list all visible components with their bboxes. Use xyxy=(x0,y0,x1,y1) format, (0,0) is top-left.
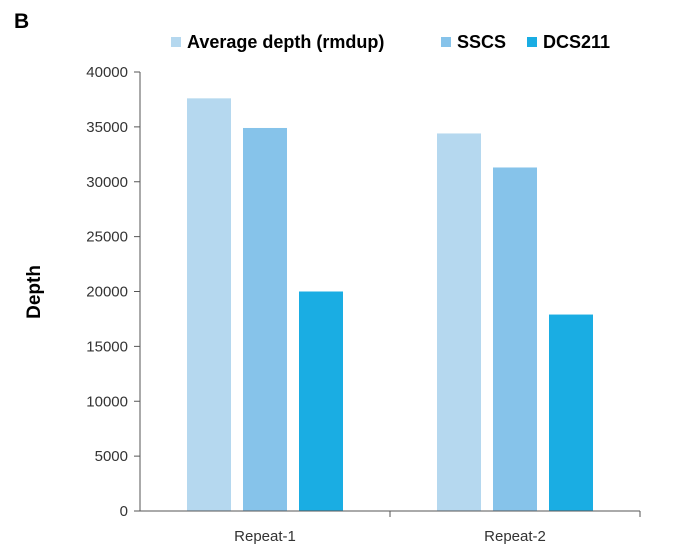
x-tick-label: Repeat-2 xyxy=(484,528,546,545)
legend-label: DCS211 xyxy=(543,32,610,52)
legend-swatch xyxy=(441,37,451,47)
x-tick-label: Repeat-1 xyxy=(234,528,296,545)
legend-label: SSCS xyxy=(457,32,506,52)
y-tick-label: 20000 xyxy=(86,284,128,301)
bar-sscs-repeat-1 xyxy=(243,127,287,511)
bar-sscs-repeat-2 xyxy=(493,167,537,512)
y-tick-label: 15000 xyxy=(86,338,128,355)
y-tick-label: 0 xyxy=(120,503,128,520)
y-tick-label: 30000 xyxy=(86,174,128,191)
y-tick-label: 40000 xyxy=(86,64,128,81)
y-tick-label: 25000 xyxy=(86,229,128,246)
x-axis: Repeat-1 Repeat-2 xyxy=(140,510,641,545)
bar-dcs211-repeat-1 xyxy=(299,291,343,511)
y-tick-label: 35000 xyxy=(86,119,128,136)
panel-label: B xyxy=(14,10,29,33)
legend-label: Average depth (rmdup) xyxy=(187,32,384,52)
legend-swatch xyxy=(171,37,181,47)
bar-average-depth-rmdup-repeat-2 xyxy=(437,133,481,511)
legend: Average depth (rmdup) SSCS DCS211 xyxy=(171,32,610,52)
legend-swatch xyxy=(527,37,537,47)
y-tick-label: 10000 xyxy=(86,393,128,410)
y-axis-label: Depth xyxy=(24,265,45,319)
bars xyxy=(187,98,593,512)
y-axis: 0 5000 10000 15000 20000 25000 30000 35000 40000 xyxy=(86,64,141,520)
bar-average-depth-rmdup-repeat-1 xyxy=(187,98,231,511)
y-tick-label: 5000 xyxy=(95,448,128,465)
bar-dcs211-repeat-2 xyxy=(549,314,593,511)
